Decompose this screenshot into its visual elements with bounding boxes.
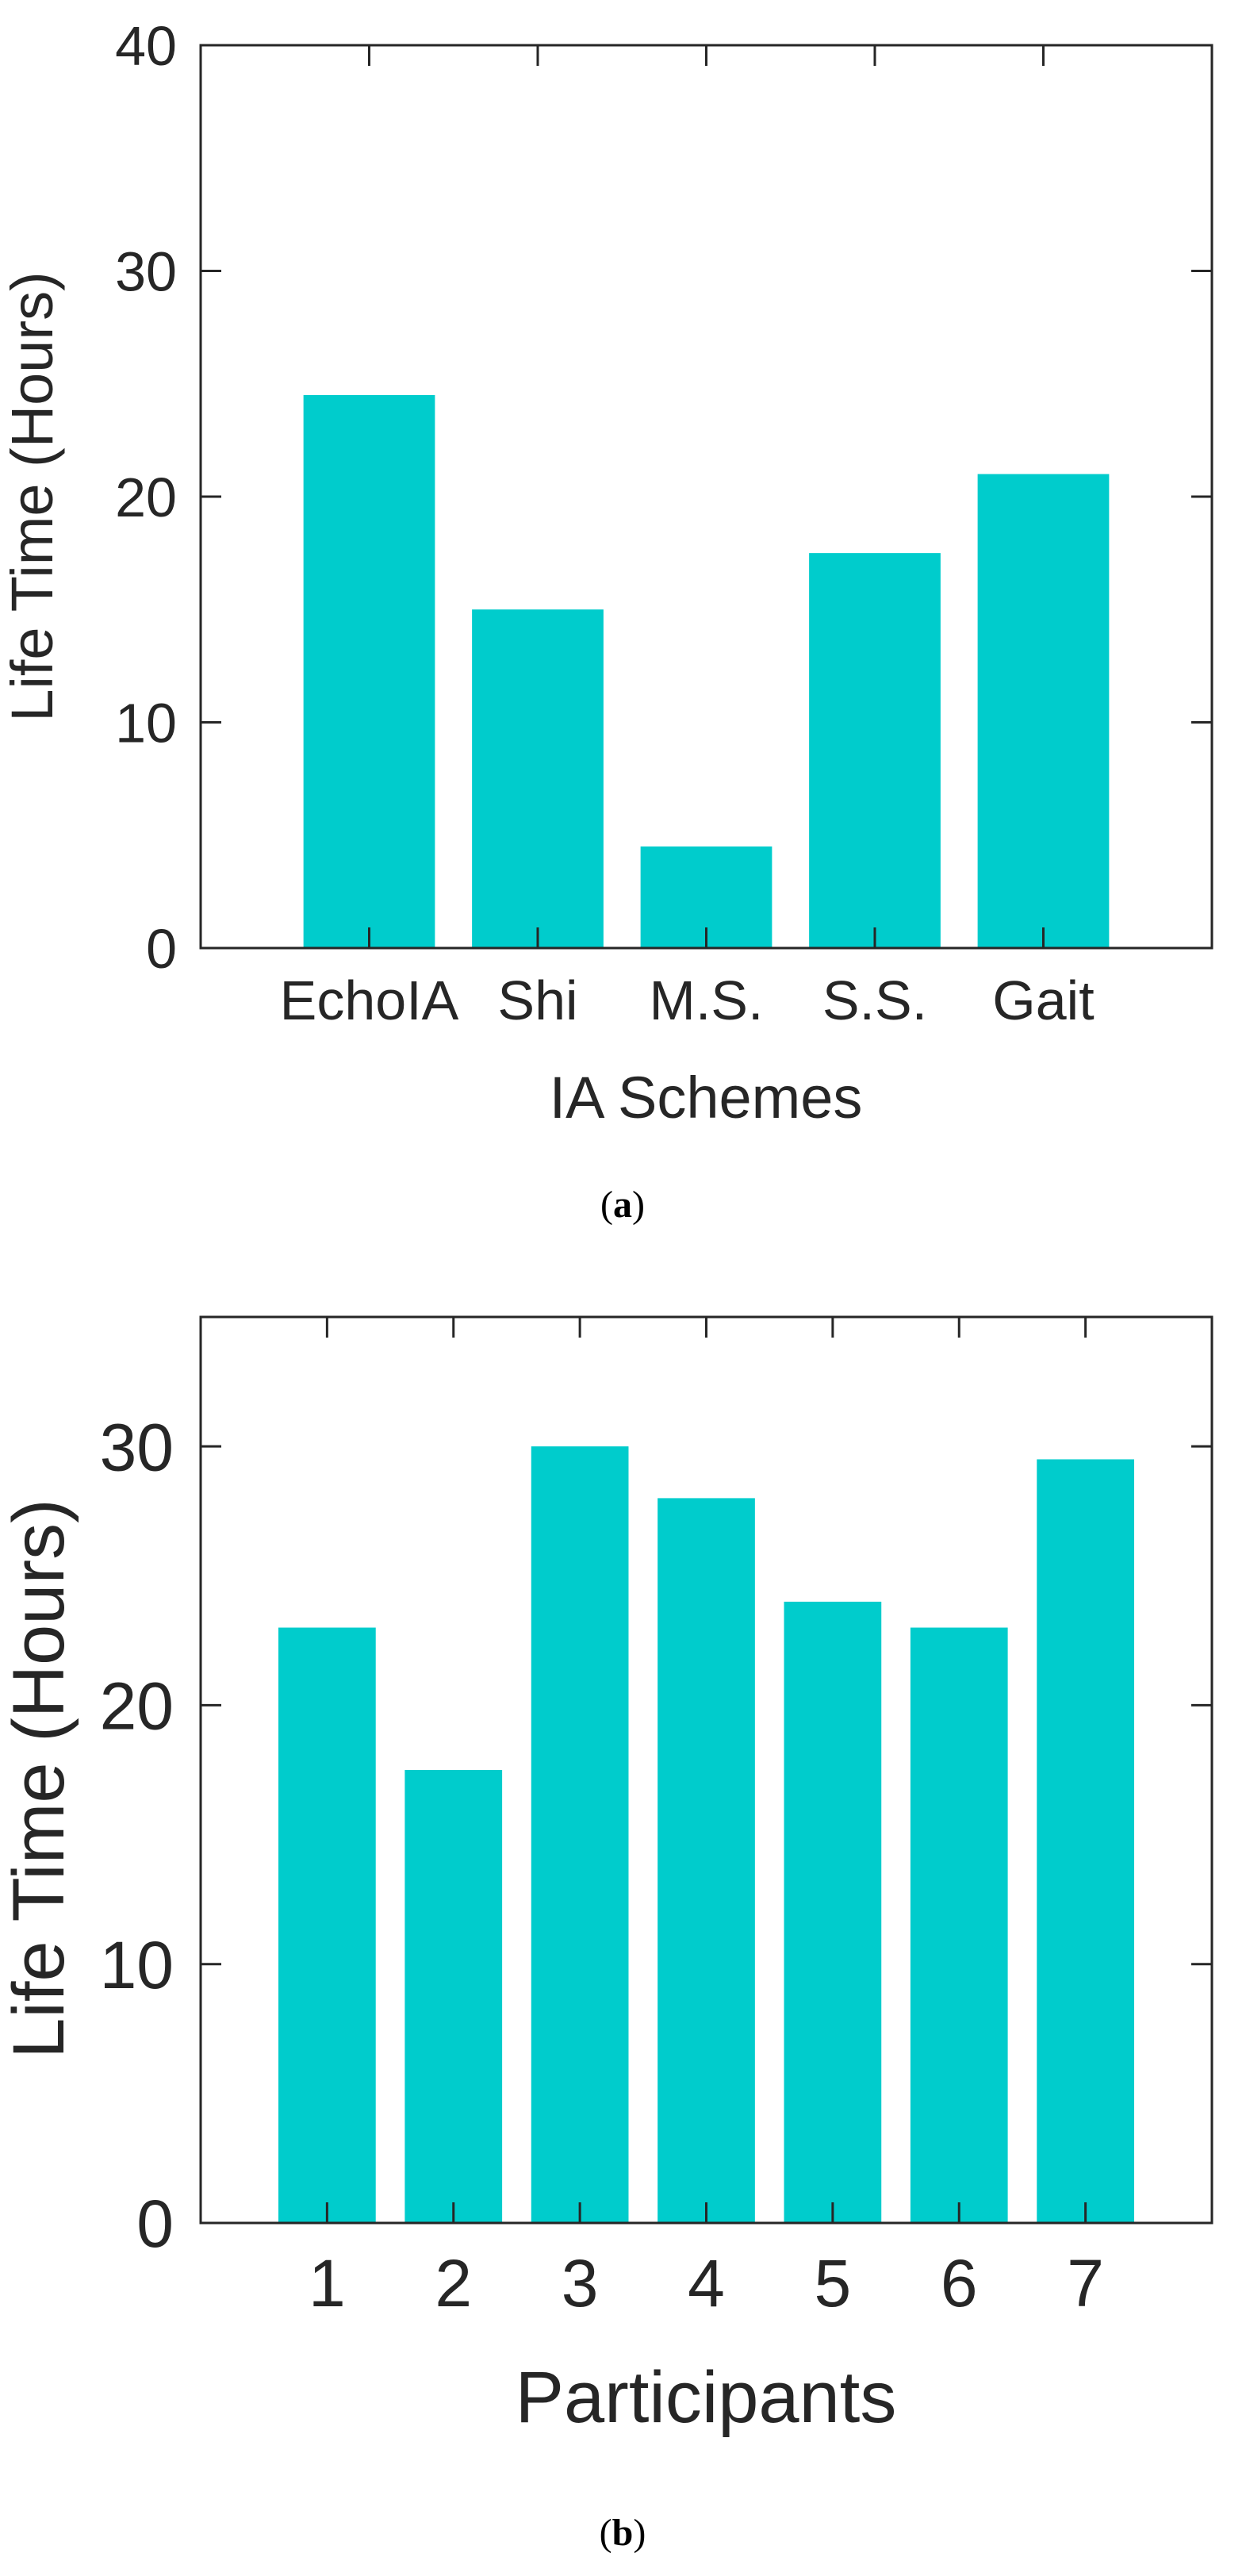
bar-6 <box>910 1627 1008 2223</box>
bar-chart-ia-schemes: 0 10 20 30 40 EchoIA Shi M.S. S.S. Gait IA Schem… <box>0 15 1213 1226</box>
bar-shi <box>472 609 604 948</box>
x-tick-label: EchoIA <box>280 969 459 1031</box>
y-ticks: 0 10 20 30 40 <box>115 15 1212 980</box>
y-tick-label: 40 <box>115 15 177 77</box>
x-tick-label: 3 <box>562 2246 599 2321</box>
caption-close-paren: ) <box>633 2512 646 2554</box>
y-tick-label: 20 <box>115 466 177 528</box>
y-ticks: 0 10 20 30 <box>100 1410 1212 2261</box>
bar-chart-participants: 0 10 20 30 1 2 3 4 5 6 7 Participants Life Time (… <box>0 1315 1213 2554</box>
y-axis-label: Life Time (Hours) <box>0 271 65 721</box>
bar-1 <box>278 1627 376 2223</box>
x-tick-label: S.S. <box>822 969 927 1031</box>
bar-2 <box>404 1770 503 2223</box>
caption-letter: a <box>613 1184 632 1226</box>
bar-7 <box>1037 1459 1134 2223</box>
x-tick-label: 7 <box>1067 2246 1104 2321</box>
y-tick-label: 10 <box>100 1928 174 2002</box>
bar-5 <box>784 1601 882 2223</box>
figure-caption-a: (a) <box>600 1184 645 1226</box>
x-tick-label: 5 <box>815 2246 852 2321</box>
x-axis-label: Participants <box>516 2357 897 2438</box>
y-tick-label: 30 <box>115 241 177 303</box>
x-tick-label: 2 <box>435 2246 472 2321</box>
y-axis-label: Life Time (Hours) <box>0 1499 79 2059</box>
x-tick-label: Gait <box>992 969 1094 1031</box>
bar-4 <box>658 1498 755 2223</box>
caption-letter: b <box>612 2512 634 2554</box>
y-tick-label: 10 <box>115 693 177 754</box>
y-tick-label: 0 <box>146 918 177 980</box>
x-ticks: EchoIA Shi M.S. S.S. Gait <box>280 45 1095 1031</box>
bar-echoia <box>303 394 435 949</box>
x-tick-label: 1 <box>309 2246 346 2321</box>
x-axis-label: IA Schemes <box>550 1065 863 1131</box>
x-tick-label: 6 <box>941 2246 978 2321</box>
caption-open-paren: ( <box>600 1184 613 1226</box>
figure-caption-b: (b) <box>600 2512 646 2554</box>
y-tick-label: 30 <box>100 1410 174 1484</box>
bars <box>303 394 1110 949</box>
x-tick-label: M.S. <box>650 969 764 1031</box>
bar-s-s <box>809 553 941 948</box>
bars <box>278 1446 1134 2223</box>
y-tick-label: 0 <box>136 2186 174 2261</box>
bar-gait <box>977 474 1110 948</box>
caption-close-paren: ) <box>632 1184 645 1226</box>
y-tick-label: 20 <box>100 1669 174 1744</box>
caption-open-paren: ( <box>600 2512 612 2554</box>
x-tick-label: Shi <box>497 969 577 1031</box>
bar-3 <box>531 1446 629 2223</box>
x-ticks: 1 2 3 4 5 6 7 <box>309 1317 1104 2321</box>
x-tick-label: 4 <box>688 2246 725 2321</box>
